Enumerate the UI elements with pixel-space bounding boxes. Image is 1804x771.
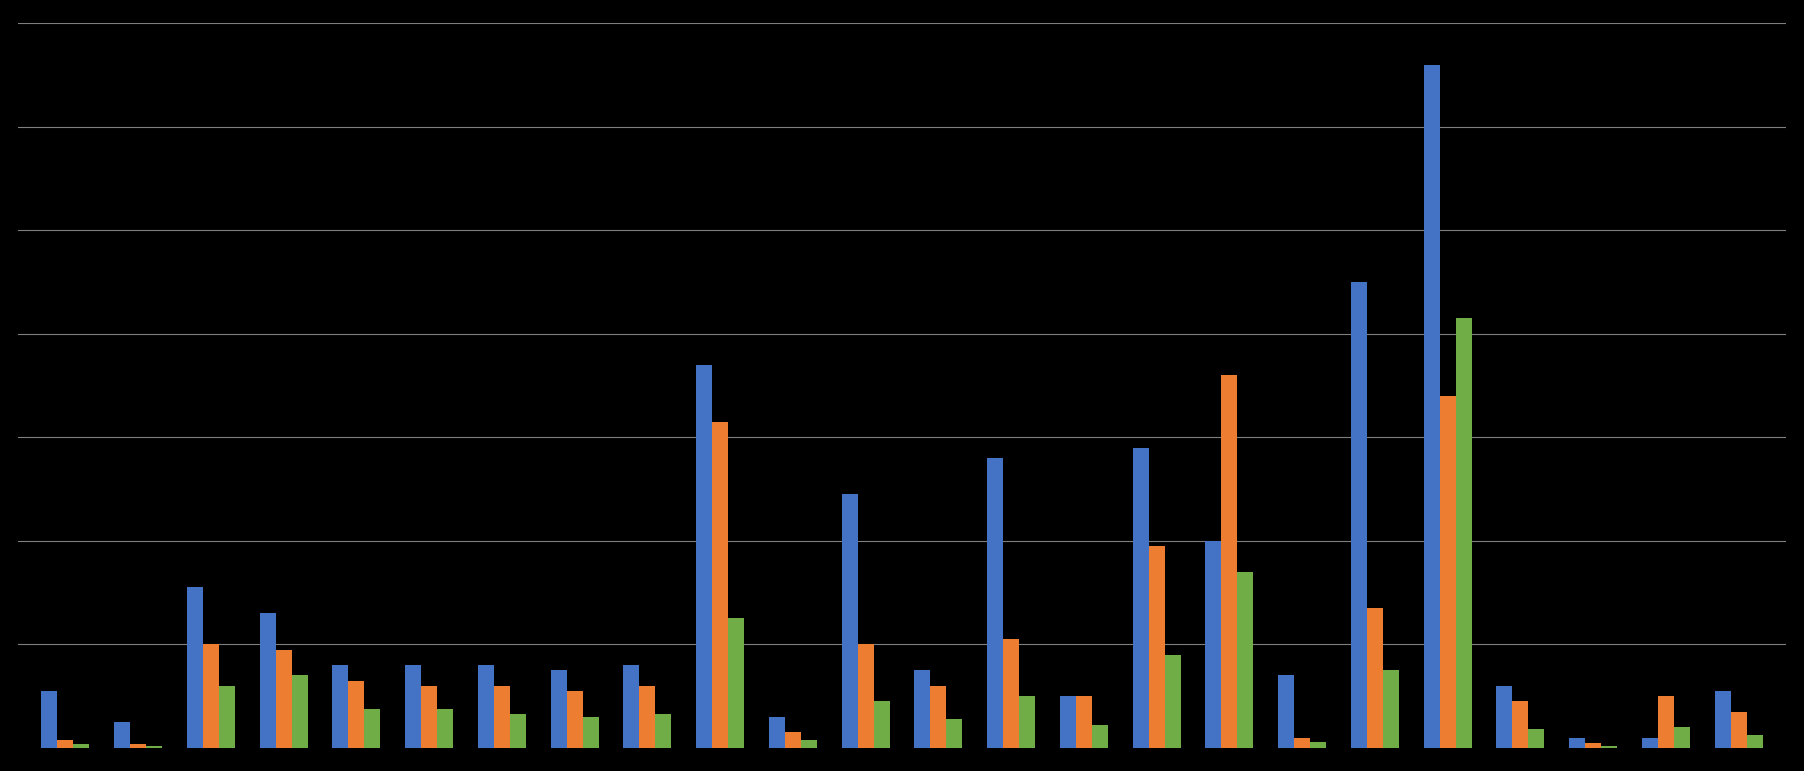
- Bar: [696, 365, 713, 748]
- Bar: [332, 665, 348, 748]
- Bar: [713, 422, 729, 748]
- Bar: [1221, 375, 1238, 748]
- Bar: [1658, 696, 1674, 748]
- Bar: [276, 649, 292, 748]
- Bar: [1512, 702, 1528, 748]
- Bar: [364, 709, 381, 748]
- Bar: [218, 685, 235, 748]
- Bar: [1586, 742, 1602, 748]
- Bar: [1440, 396, 1456, 748]
- Bar: [420, 685, 437, 748]
- Bar: [1602, 746, 1616, 748]
- Bar: [947, 719, 962, 748]
- Bar: [801, 739, 817, 748]
- Bar: [915, 670, 931, 748]
- Bar: [114, 722, 130, 748]
- Bar: [1423, 65, 1440, 748]
- Bar: [583, 717, 599, 748]
- Bar: [1279, 675, 1293, 748]
- Bar: [1456, 318, 1472, 748]
- Bar: [1003, 639, 1019, 748]
- Bar: [1149, 546, 1165, 748]
- Bar: [1674, 727, 1690, 748]
- Bar: [639, 685, 655, 748]
- Bar: [348, 681, 364, 748]
- Bar: [146, 746, 162, 748]
- Bar: [1528, 729, 1544, 748]
- Bar: [260, 613, 276, 748]
- Bar: [1310, 742, 1326, 748]
- Bar: [130, 744, 146, 748]
- Bar: [74, 744, 90, 748]
- Bar: [729, 618, 743, 748]
- Bar: [1351, 282, 1367, 748]
- Bar: [769, 717, 785, 748]
- Bar: [931, 685, 947, 748]
- Bar: [1019, 696, 1035, 748]
- Bar: [1384, 670, 1398, 748]
- Bar: [494, 685, 511, 748]
- Bar: [873, 702, 889, 748]
- Bar: [655, 714, 671, 748]
- Bar: [842, 494, 857, 748]
- Bar: [188, 588, 202, 748]
- Bar: [1205, 540, 1221, 748]
- Bar: [1569, 738, 1586, 748]
- Bar: [1642, 738, 1658, 748]
- Bar: [785, 732, 801, 748]
- Bar: [1238, 572, 1254, 748]
- Bar: [987, 458, 1003, 748]
- Bar: [624, 665, 639, 748]
- Bar: [41, 691, 58, 748]
- Bar: [478, 665, 494, 748]
- Bar: [1367, 608, 1384, 748]
- Bar: [1061, 696, 1075, 748]
- Bar: [58, 739, 74, 748]
- Bar: [406, 665, 420, 748]
- Bar: [511, 714, 525, 748]
- Bar: [1714, 691, 1730, 748]
- Bar: [292, 675, 308, 748]
- Bar: [550, 670, 566, 748]
- Bar: [437, 709, 453, 748]
- Bar: [566, 691, 583, 748]
- Bar: [1730, 712, 1746, 748]
- Bar: [202, 645, 218, 748]
- Bar: [1496, 685, 1512, 748]
- Bar: [1165, 655, 1180, 748]
- Bar: [1075, 696, 1091, 748]
- Bar: [1133, 448, 1149, 748]
- Bar: [1293, 738, 1310, 748]
- Bar: [1746, 736, 1763, 748]
- Bar: [857, 645, 873, 748]
- Bar: [1091, 725, 1108, 748]
